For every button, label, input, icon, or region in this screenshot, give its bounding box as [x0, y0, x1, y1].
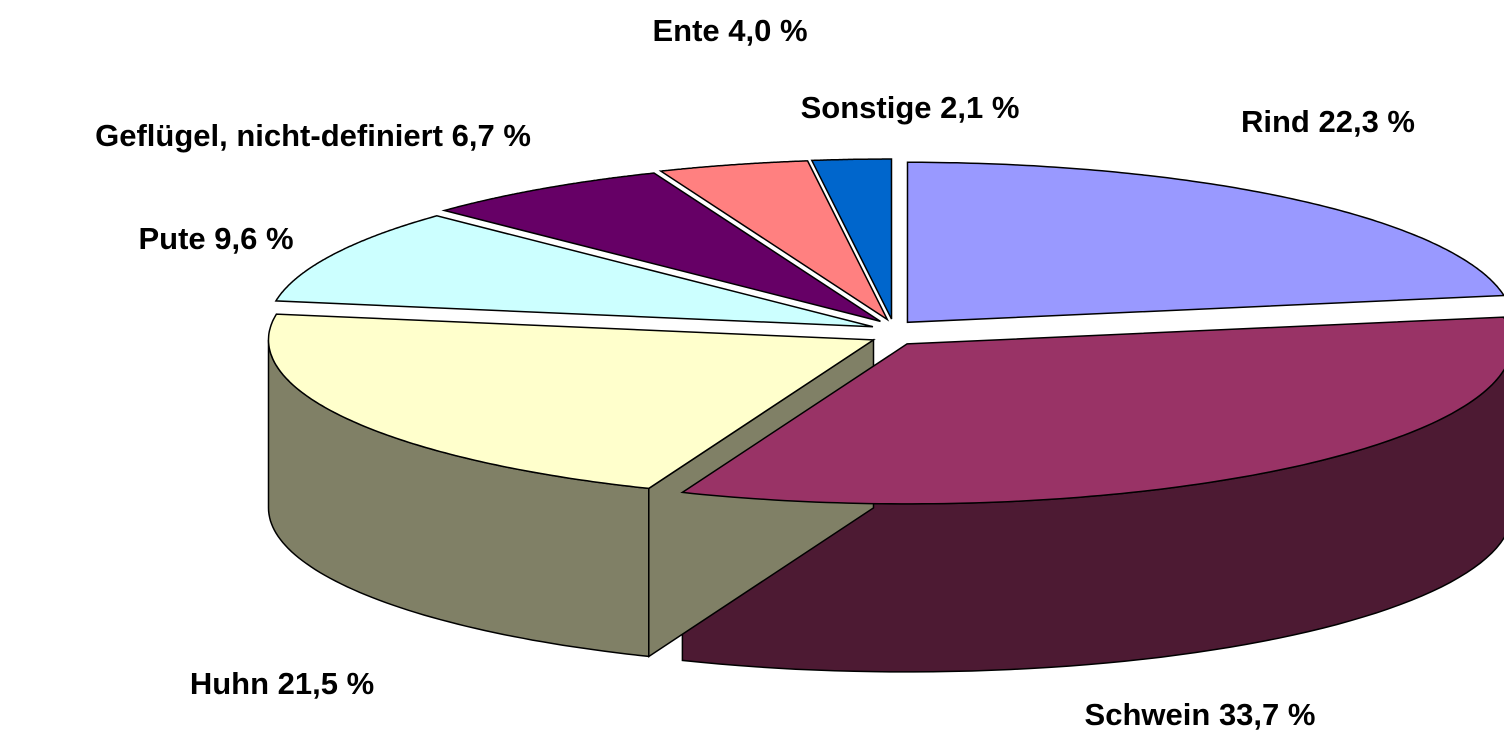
- data-label: Geflügel, nicht-definiert 6,7 %: [95, 118, 531, 153]
- label-value: 33,7 %: [1219, 697, 1316, 732]
- label-value: 4,0 %: [728, 13, 807, 48]
- label-category: Sonstige: [801, 90, 932, 125]
- slice: [680, 316, 1504, 505]
- label-value: 2,1 %: [940, 90, 1019, 125]
- label-category: Geflügel, nicht-definiert: [95, 118, 443, 153]
- data-label: Sonstige 2,1 %: [801, 90, 1020, 125]
- slice: [441, 172, 881, 323]
- data-label: Ente 4,0 %: [652, 13, 807, 48]
- label-value: 22,3 %: [1318, 104, 1415, 139]
- label-category: Huhn: [190, 666, 269, 701]
- label-category: Schwein: [1085, 697, 1211, 732]
- label-category: Pute: [138, 221, 205, 256]
- label-category: Rind: [1241, 104, 1310, 139]
- data-label: Huhn 21,5 %: [190, 666, 374, 701]
- label-value: 9,6 %: [214, 221, 293, 256]
- slice: [267, 313, 876, 490]
- data-label: Schwein 33,7 %: [1085, 697, 1316, 732]
- data-label: Pute 9,6 %: [138, 221, 293, 256]
- slice: [274, 215, 874, 328]
- label-value: 6,7 %: [452, 118, 531, 153]
- slice: [810, 158, 893, 320]
- data-label: Rind 22,3 %: [1241, 104, 1415, 139]
- label-category: Ente: [652, 13, 719, 48]
- slice: [906, 161, 1504, 324]
- label-value: 21,5 %: [278, 666, 375, 701]
- slice: [658, 160, 890, 322]
